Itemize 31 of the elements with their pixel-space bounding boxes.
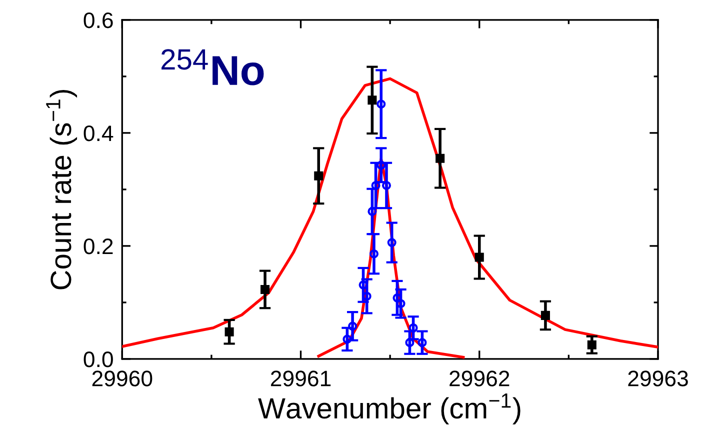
y-tick-label: 0.2 xyxy=(84,238,113,254)
point xyxy=(368,206,377,216)
point xyxy=(260,284,270,294)
x-tick-label: 29962 xyxy=(450,370,510,386)
y-axis-title: Count rate (s$^{−1}$) xyxy=(46,90,78,290)
point xyxy=(376,160,386,170)
y-tick-label: 0.0 xyxy=(84,351,113,368)
point xyxy=(368,96,377,105)
point xyxy=(408,323,418,332)
x-tick-label: 29961 xyxy=(270,370,331,386)
point xyxy=(405,338,414,348)
point xyxy=(587,340,596,350)
x-tick-label: 29960 xyxy=(92,370,152,386)
point xyxy=(474,252,484,262)
y-tick-label: 0.6 xyxy=(84,12,113,28)
point xyxy=(224,327,234,336)
point xyxy=(314,171,324,180)
x-axis-title: Wavenumber (cm$^{−1}$) xyxy=(258,394,520,424)
point xyxy=(436,154,445,163)
point xyxy=(540,310,550,320)
point xyxy=(382,180,392,190)
point xyxy=(371,180,380,190)
point xyxy=(348,322,358,331)
point xyxy=(342,334,352,344)
point xyxy=(387,238,396,248)
y-tick-label: 0.4 xyxy=(84,125,114,142)
x-tick-label: 29963 xyxy=(628,370,688,386)
annotation: $^{254}$No xyxy=(162,49,264,86)
point xyxy=(376,100,386,109)
point xyxy=(369,249,379,258)
point xyxy=(418,338,427,348)
